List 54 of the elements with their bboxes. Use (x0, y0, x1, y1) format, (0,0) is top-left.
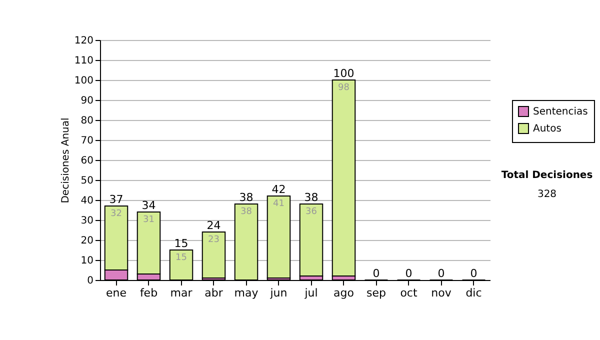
data-label: 31 (143, 215, 154, 225)
x-tick-label: feb (140, 286, 158, 300)
y-axis-title: Decisiones Anual (60, 118, 72, 204)
data-label: 36 (306, 207, 318, 217)
y-tick-label: 120 (74, 36, 94, 46)
text: 328 (536, 189, 558, 200)
total-label: 24 (206, 219, 221, 232)
y-tick-label: 40 (80, 196, 94, 206)
y-tick-label: 50 (80, 176, 94, 186)
x-tick-label: mar (170, 286, 193, 300)
data-label: 41 (273, 199, 284, 209)
data-label: 15 (176, 253, 187, 263)
x-tick-label: may (234, 286, 259, 300)
total-label: 38 (239, 191, 254, 204)
text: Total Decisiones (500, 170, 594, 181)
y-tick-label: 0 (87, 276, 94, 286)
bar (202, 232, 226, 278)
y-tick-label: 100 (74, 76, 94, 86)
total-label: 15 (174, 237, 188, 250)
bar (299, 204, 324, 276)
data-label: 98 (338, 83, 350, 93)
y-tick-label: 60 (80, 156, 94, 166)
bar (332, 80, 356, 276)
y-tick-label: 110 (74, 56, 94, 66)
x-tick-label: nov (431, 286, 452, 300)
total-label: 42 (272, 183, 286, 196)
y-tick-label: 20 (80, 236, 94, 246)
x-tick-label: sep (366, 286, 386, 300)
total-label: 0 (405, 267, 412, 280)
y-tick-label: 70 (80, 136, 94, 146)
total-label: 100 (333, 67, 354, 80)
y-tick-label: 80 (80, 116, 94, 126)
legend-label: Autos (533, 124, 562, 134)
data-label: 38 (240, 207, 252, 217)
total-label: 37 (109, 193, 124, 206)
total-label: 0 (438, 267, 445, 280)
x-tick-label: abr (204, 286, 224, 300)
data-label: 32 (110, 209, 122, 219)
y-tick-label: 30 (80, 216, 94, 226)
total-label: 0 (470, 267, 478, 280)
legend-label: Sentencias (533, 106, 588, 118)
y-tick-label: 90 (80, 96, 94, 106)
bar (266, 196, 291, 278)
x-tick-label: jul (304, 286, 318, 300)
x-tick-label: jun (269, 286, 288, 300)
total-label: 34 (142, 199, 156, 212)
total-label: 38 (304, 191, 318, 204)
total-label: 0 (372, 267, 380, 280)
x-tick-label: dic (466, 286, 482, 300)
data-label: 23 (208, 235, 220, 245)
x-tick-label: ago (334, 286, 354, 300)
x-tick-label: ene (106, 286, 127, 300)
x-tick-label: oct (400, 286, 418, 300)
y-tick-label: 10 (80, 256, 94, 266)
